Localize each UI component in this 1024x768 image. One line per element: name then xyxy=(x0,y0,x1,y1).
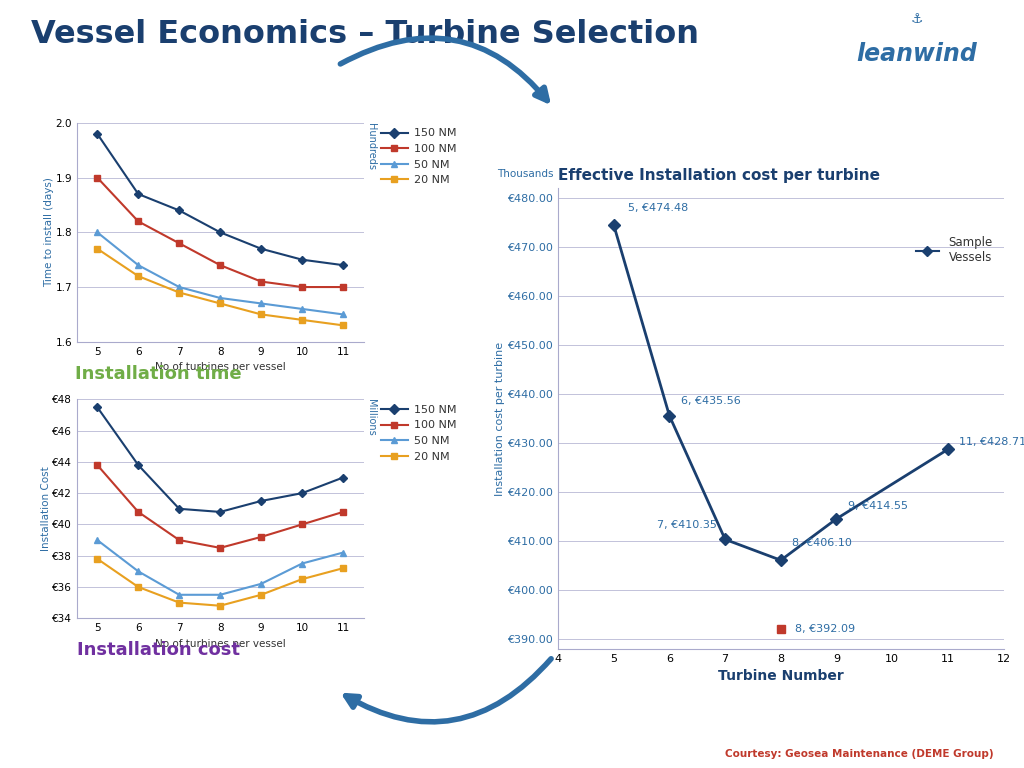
Text: Thousands: Thousands xyxy=(497,169,554,179)
Y-axis label: Installation Cost: Installation Cost xyxy=(41,466,50,551)
Legend: 150 NM, 100 NM, 50 NM, 20 NM: 150 NM, 100 NM, 50 NM, 20 NM xyxy=(381,128,457,185)
Text: Millions: Millions xyxy=(367,399,377,436)
Text: leanwind: leanwind xyxy=(856,42,977,66)
Text: Hundreds: Hundreds xyxy=(367,123,377,170)
Text: 8, €392.09: 8, €392.09 xyxy=(795,624,855,634)
Text: Vessel Economics – Turbine Selection: Vessel Economics – Turbine Selection xyxy=(31,19,698,50)
Y-axis label: Time to install (days): Time to install (days) xyxy=(44,177,54,287)
FancyArrowPatch shape xyxy=(340,38,547,101)
Text: 11, €428.71: 11, €428.71 xyxy=(958,437,1024,447)
Text: Installation cost: Installation cost xyxy=(77,641,241,659)
Legend: 150 NM, 100 NM, 50 NM, 20 NM: 150 NM, 100 NM, 50 NM, 20 NM xyxy=(381,405,457,462)
Text: 5, €474.48: 5, €474.48 xyxy=(628,203,688,213)
Text: 6, €435.56: 6, €435.56 xyxy=(681,396,740,406)
X-axis label: No of turbines per vessel: No of turbines per vessel xyxy=(155,362,286,372)
Y-axis label: Installation cost per turbine: Installation cost per turbine xyxy=(495,342,505,495)
X-axis label: No of turbines per vessel: No of turbines per vessel xyxy=(155,639,286,649)
Text: Courtesy: Geosea Maintenance (DEME Group): Courtesy: Geosea Maintenance (DEME Group… xyxy=(725,749,993,759)
FancyArrowPatch shape xyxy=(346,659,551,722)
Text: 9, €414.55: 9, €414.55 xyxy=(848,502,907,511)
X-axis label: Turbine Number: Turbine Number xyxy=(718,670,844,684)
Text: 7, €410.35: 7, €410.35 xyxy=(656,520,717,530)
Text: Installation time: Installation time xyxy=(76,365,242,382)
Legend: Sample
Vessels: Sample Vessels xyxy=(911,231,997,268)
Text: 8, €406.10: 8, €406.10 xyxy=(792,538,852,548)
Text: ⚓: ⚓ xyxy=(910,12,923,25)
Text: Effective Installation cost per turbine: Effective Installation cost per turbine xyxy=(558,168,880,183)
